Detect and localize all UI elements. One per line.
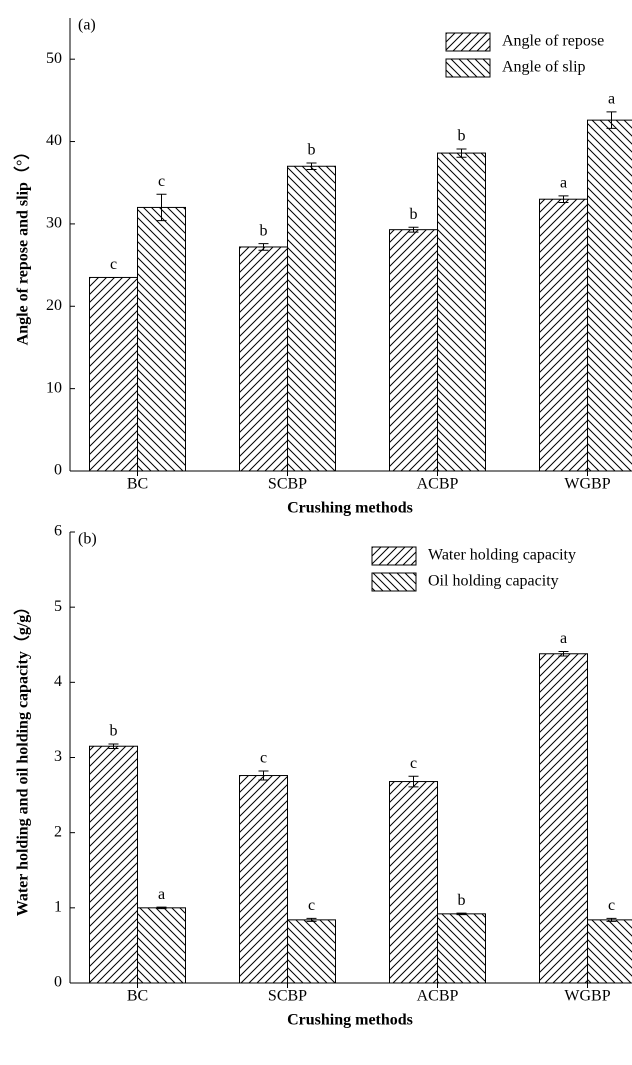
significance-letter: c [608,897,615,914]
legend-swatch [371,572,417,592]
error-bar [606,111,617,129]
x-tick-label: SCBP [268,476,307,493]
bar [437,913,486,984]
legend-label: Water holding capacity [428,547,576,564]
error-bar [306,917,317,922]
x-tick-label: BC [127,988,148,1005]
y-tick-label: 30 [46,215,62,232]
significance-letter: b [410,206,418,223]
bar [539,653,588,984]
significance-letter: b [260,222,268,239]
bar [137,206,186,472]
y-tick-label: 1 [54,899,62,916]
error-bar [558,651,569,657]
legend-swatch [371,546,417,566]
error-bar [558,195,569,203]
error-bar [606,917,617,922]
y-tick-label: 0 [54,974,62,991]
y-tick-label: 10 [46,379,62,396]
significance-letter: a [560,175,567,192]
panel-label: (a) [78,17,96,34]
error-bar [456,148,467,158]
error-bar [108,743,119,749]
x-axis-title: Crushing methods [287,1012,413,1029]
x-tick-label: ACBP [417,988,459,1005]
bar [89,276,138,472]
bar [587,119,632,472]
legend-label: Angle of slip [502,59,586,76]
bar [287,919,336,984]
y-tick-label: 3 [54,748,62,765]
significance-letter: c [158,173,165,190]
error-bar [258,770,269,781]
legend-swatch [445,32,491,52]
bar [539,198,588,472]
bar [239,775,288,984]
bar [587,919,632,984]
significance-letter: c [308,897,315,914]
y-axis-title: Angle of repose and slip（°） [14,144,32,346]
bar [389,229,438,472]
significance-letter: b [458,892,466,909]
bar [287,165,336,472]
error-bar [456,912,467,916]
legend-swatch [445,58,491,78]
legend-label: Oil holding capacity [428,573,559,590]
y-tick-label: 0 [54,462,62,479]
significance-letter: a [158,886,165,903]
significance-letter: a [608,91,615,108]
y-tick-label: 6 [54,523,62,540]
x-tick-label: WGBP [564,476,610,493]
y-tick-label: 50 [46,50,62,67]
y-tick-label: 20 [46,297,62,314]
x-axis-title: Crushing methods [287,500,413,517]
y-axis-title: Water holding and oil holding capacity（g… [14,599,32,917]
error-bar [408,226,419,233]
significance-letter: c [260,750,267,767]
significance-letter: b [458,128,466,145]
x-tick-label: SCBP [268,988,307,1005]
error-bar [408,775,419,788]
legend-label: Angle of repose [502,33,604,50]
significance-letter: b [308,142,316,159]
error-bar [156,193,167,222]
significance-letter: c [110,256,117,273]
x-tick-label: WGBP [564,988,610,1005]
y-tick-label: 5 [54,598,62,615]
panel-label: (b) [78,531,97,548]
error-bar [306,162,317,171]
y-tick-label: 40 [46,132,62,149]
significance-letter: a [560,630,567,647]
error-bar [258,243,269,251]
bar [137,907,186,984]
bar [239,246,288,472]
y-tick-label: 2 [54,823,62,840]
bar [437,152,486,472]
y-tick-label: 4 [54,673,62,690]
x-tick-label: ACBP [417,476,459,493]
bar [389,781,438,984]
significance-letter: c [410,755,417,772]
bar [89,745,138,984]
x-tick-label: BC [127,476,148,493]
error-bar [156,906,167,910]
significance-letter: b [110,723,118,740]
